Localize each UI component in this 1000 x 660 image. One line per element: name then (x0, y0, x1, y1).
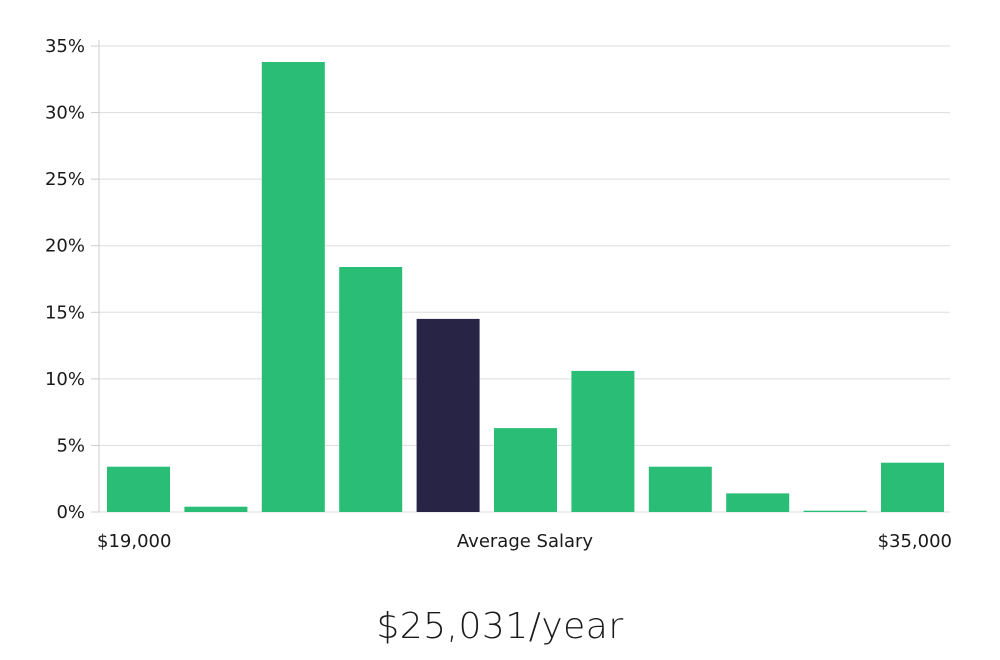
bar (184, 506, 248, 512)
bar (881, 462, 944, 512)
grid-lines (99, 45, 950, 513)
y-tick-label: 0% (56, 502, 85, 523)
bar (571, 370, 635, 512)
y-tick-label: 20% (45, 236, 85, 257)
x-label-max: $35,000 (878, 531, 952, 552)
bars (107, 62, 944, 512)
bar-average-salary (416, 318, 480, 512)
bar (726, 493, 790, 512)
y-tick-label: 10% (45, 369, 85, 390)
bar (803, 510, 867, 512)
bar (261, 62, 325, 512)
y-axis-ticks: 0% 5% 10% 15% 20% 25% 30% 35% (45, 36, 99, 523)
bar (339, 267, 403, 512)
y-tick-label: 5% (56, 435, 85, 456)
y-tick-label: 25% (45, 169, 85, 190)
x-axis-title: Average Salary (457, 531, 594, 552)
bar (494, 428, 557, 512)
bar (648, 466, 712, 512)
x-label-min: $19,000 (97, 531, 171, 552)
bar (107, 466, 170, 512)
salary-histogram: 0% 5% 10% 15% 20% 25% 30% 35% $19,000 Average S… (45, 36, 952, 552)
y-tick-label: 30% (45, 103, 85, 124)
average-salary-value: $25,031/year (376, 606, 624, 647)
y-tick-label: 35% (45, 36, 85, 57)
y-tick-label: 15% (45, 302, 85, 323)
